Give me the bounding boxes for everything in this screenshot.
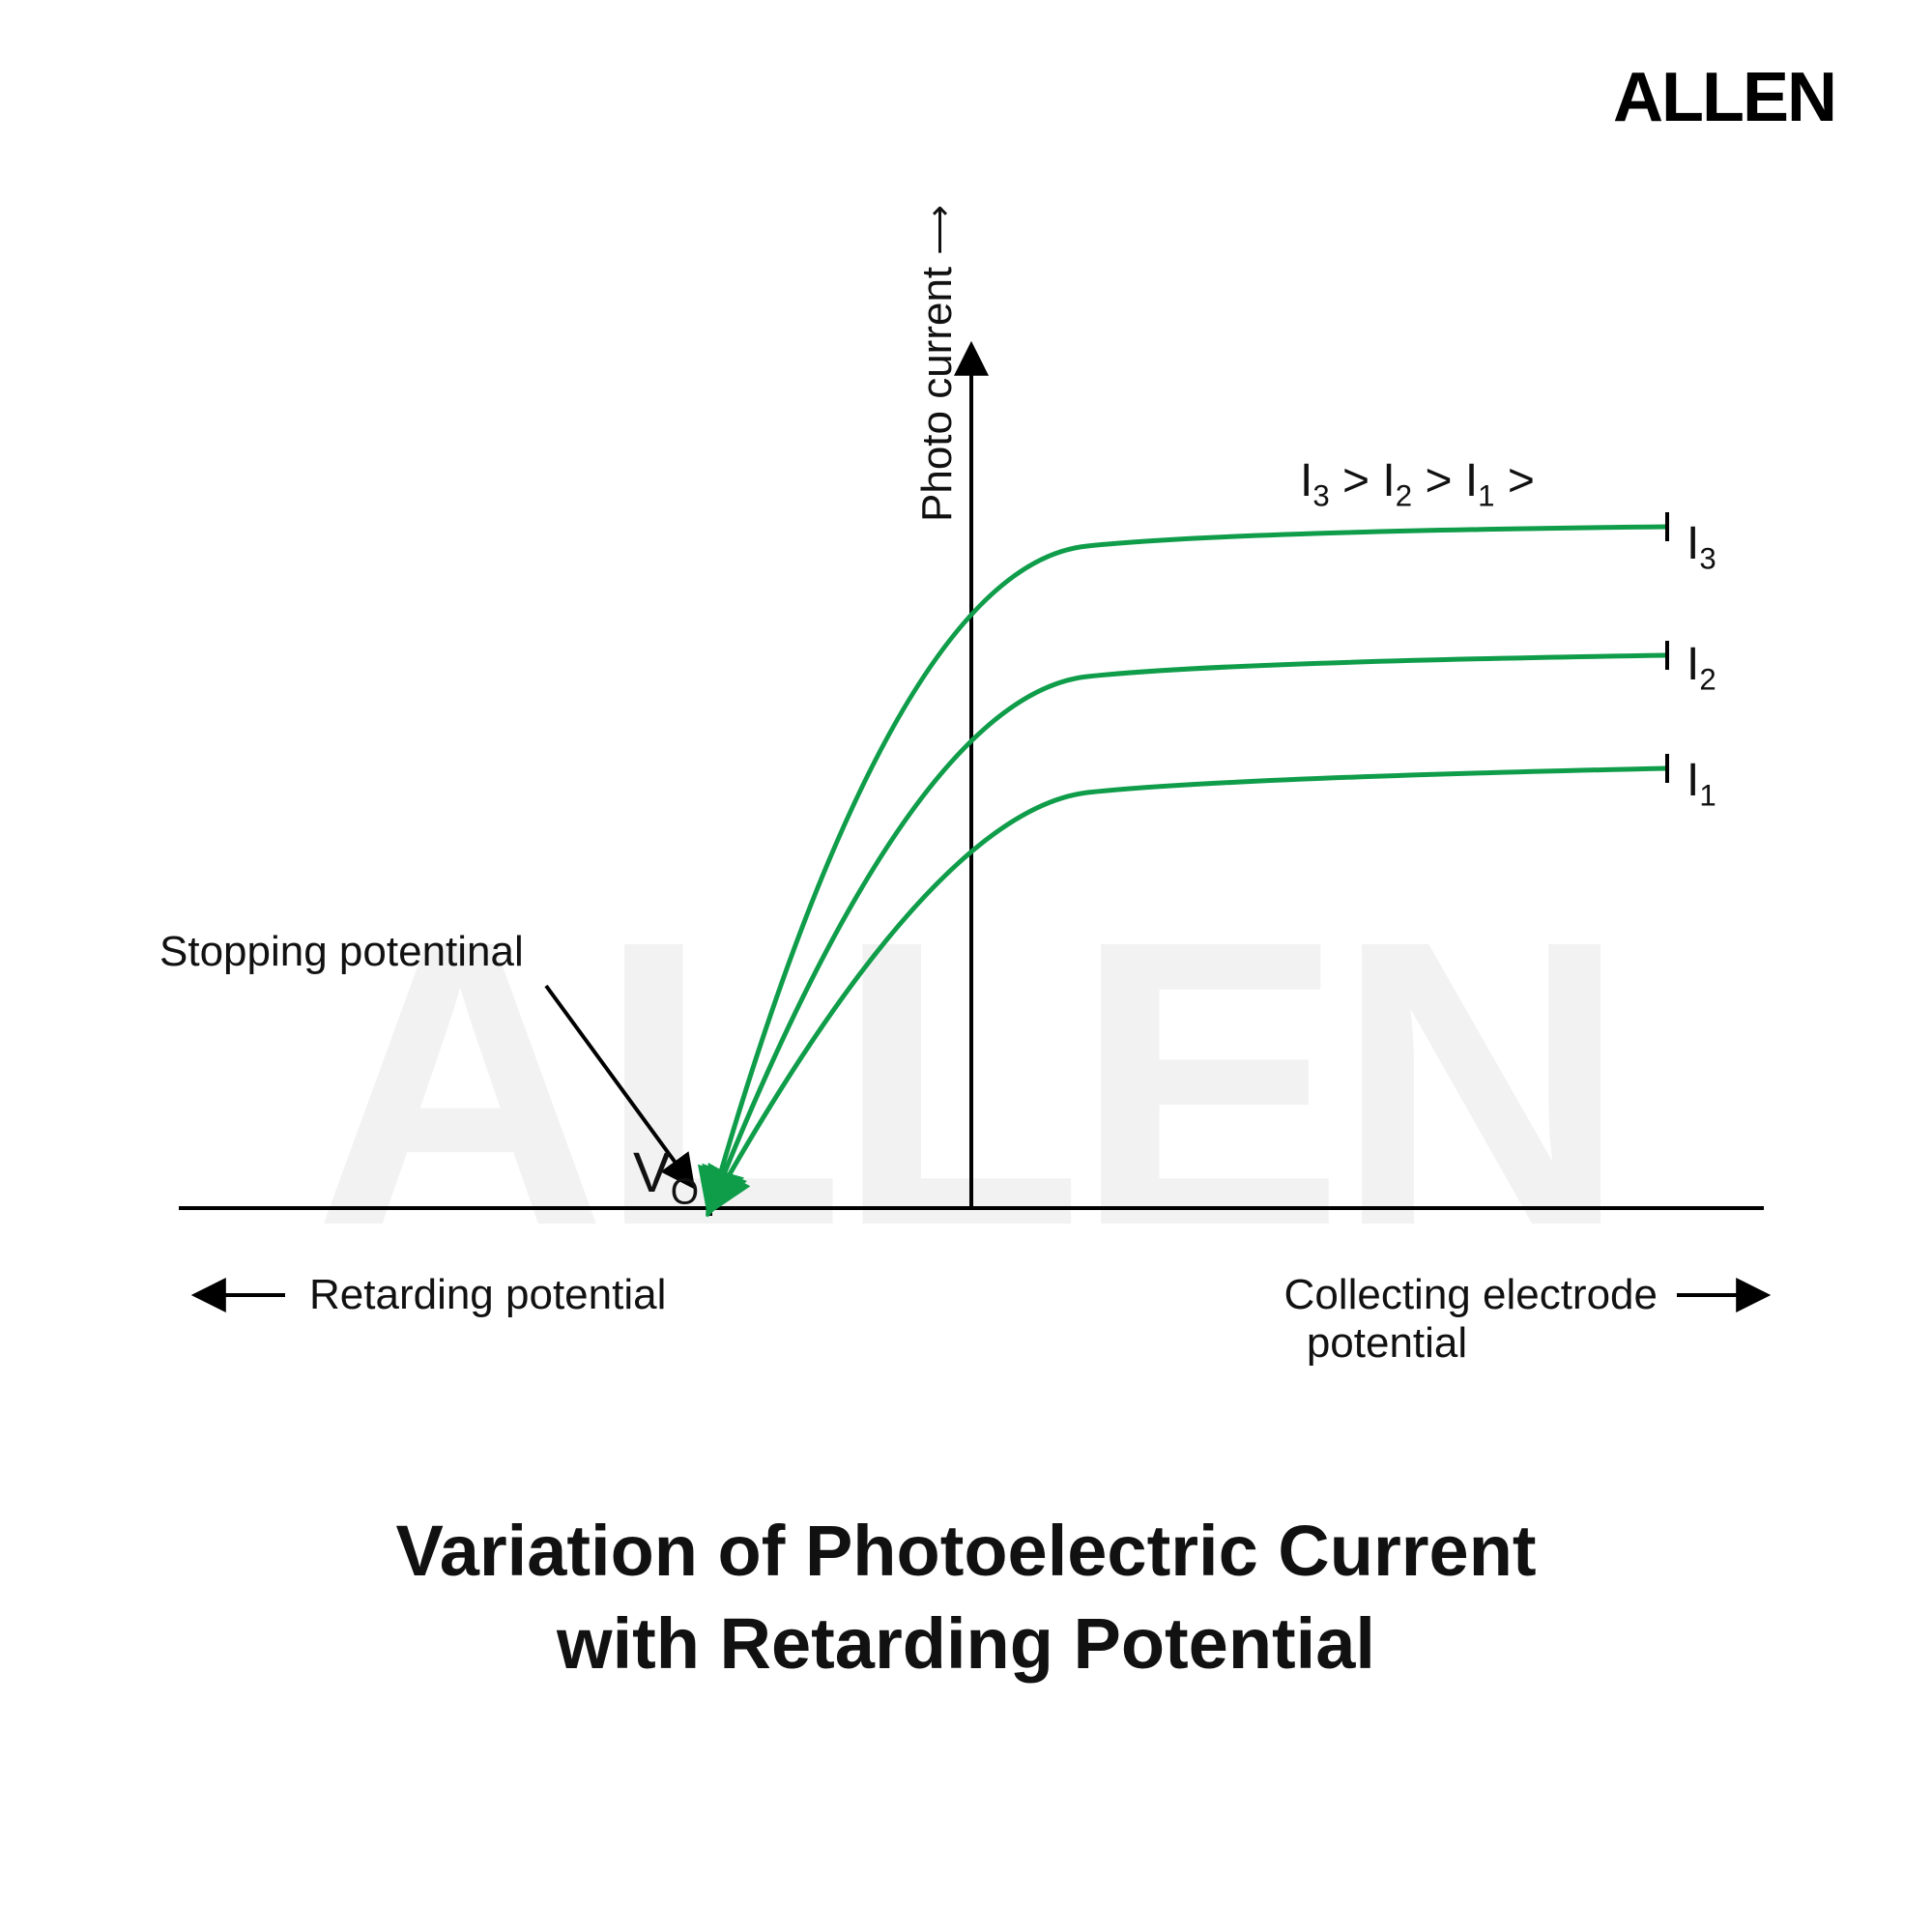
brand-logo: ALLEN bbox=[1613, 58, 1835, 137]
v0-label: VO bbox=[633, 1140, 699, 1213]
x-axis-right-label: Collecting electrode potential bbox=[1116, 1271, 1658, 1368]
curve-label-i2: I2 bbox=[1687, 638, 1716, 698]
y-axis-label: Photo current ⟶ bbox=[913, 205, 962, 522]
intensity-relation-label: I3 > I2 > I1 > bbox=[1300, 454, 1535, 514]
x-axis-left-label: Retarding potential bbox=[309, 1271, 666, 1319]
diagram-title: Variation of Photoelectric Current with … bbox=[0, 1505, 1932, 1690]
diagram-svg bbox=[140, 309, 1802, 1372]
stopping-potential-label: Stopping potentinal bbox=[159, 928, 524, 976]
curve-label-i3: I3 bbox=[1687, 517, 1716, 577]
curve-label-i1: I1 bbox=[1687, 754, 1716, 814]
photoelectric-diagram: Photo current ⟶ Stopping potentinal VO R… bbox=[140, 309, 1802, 1372]
